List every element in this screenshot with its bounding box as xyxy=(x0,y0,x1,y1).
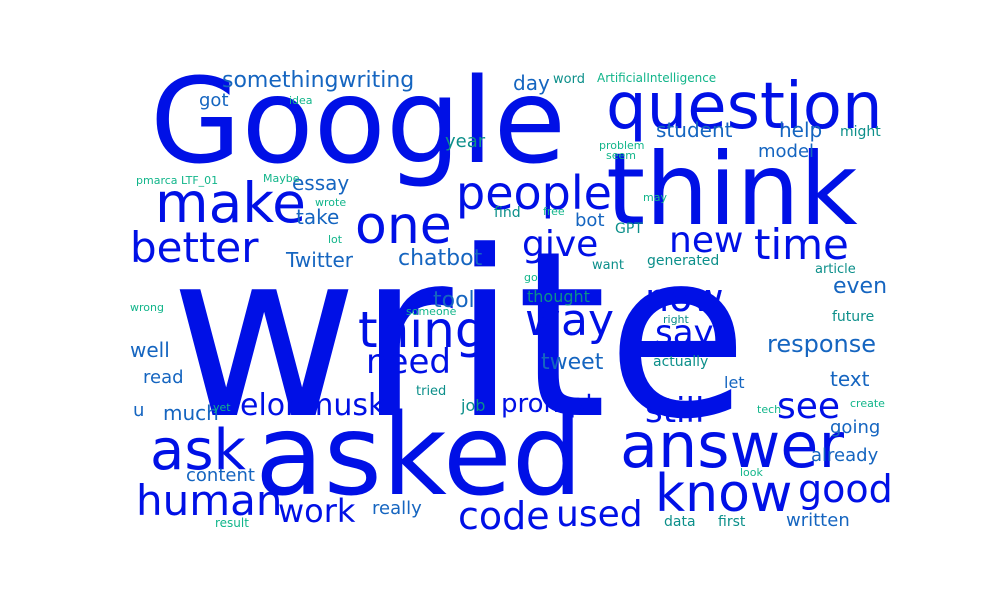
word-think: think xyxy=(606,131,858,248)
word-need: need xyxy=(366,342,451,382)
word-take: take xyxy=(296,205,340,229)
word-idea: idea xyxy=(289,94,313,107)
word-well: well xyxy=(130,338,170,362)
word-model: model xyxy=(758,141,815,162)
word-free: free xyxy=(543,205,565,218)
word-wrong: wrong xyxy=(130,301,164,314)
word-much: much xyxy=(163,401,219,425)
word-know: know xyxy=(655,464,793,524)
word-artificialintelligence: ArtificialIntelligence xyxy=(597,71,717,85)
word-code: code xyxy=(458,494,550,538)
word-go: go xyxy=(524,271,538,284)
word-gpt: GPT xyxy=(615,221,643,237)
word-someone: someone xyxy=(406,305,457,318)
word-now: now xyxy=(645,276,724,320)
word-actually: actually xyxy=(653,354,709,370)
word-response: response xyxy=(767,330,877,358)
word-used: used xyxy=(556,494,643,535)
word-thought: thought xyxy=(527,287,590,306)
word-year: year xyxy=(445,131,486,152)
word-look: look xyxy=(740,466,763,479)
word-written: written xyxy=(786,510,850,531)
word-work: work xyxy=(278,492,356,530)
word-answer: answer xyxy=(620,409,844,482)
word-asked: asked xyxy=(255,391,583,521)
word-prompt: prompt xyxy=(501,389,596,419)
word-human: human xyxy=(136,476,283,525)
word-find: find xyxy=(494,205,521,221)
word-good: good xyxy=(798,467,893,511)
word-people: people xyxy=(456,166,612,220)
word-tried: tried xyxy=(416,384,447,399)
word-elonmusk: elonmusk xyxy=(240,388,386,423)
word-even: even xyxy=(833,274,888,299)
word-result: result xyxy=(215,516,249,530)
word-generated: generated xyxy=(647,253,720,269)
word-might: might xyxy=(840,124,881,140)
word-give: give xyxy=(522,224,599,265)
word-chatbot: chatbot xyxy=(398,246,483,271)
word-see: see xyxy=(777,386,841,427)
word-somethingwriting: somethingwriting xyxy=(222,68,415,93)
word-future: future xyxy=(832,309,875,325)
word-twitter: Twitter xyxy=(286,248,354,272)
word-yet: yet xyxy=(213,401,231,414)
word-still: still xyxy=(645,391,705,431)
word-better: better xyxy=(130,223,259,272)
word-student: student xyxy=(656,118,733,142)
word-create: create xyxy=(850,397,885,410)
word-question: question xyxy=(606,70,883,144)
word-going: going xyxy=(830,417,881,438)
word-got: got xyxy=(199,90,229,111)
word-first: first xyxy=(718,514,746,530)
word-let: let xyxy=(724,373,745,392)
word-thing: thing xyxy=(358,301,487,359)
word-read: read xyxy=(143,367,184,388)
word-text: text xyxy=(830,367,870,391)
word-time: time xyxy=(754,220,849,269)
word-article: article xyxy=(815,262,856,277)
word-way: way xyxy=(525,295,614,346)
word-new: new xyxy=(669,220,744,261)
word-ask: ask xyxy=(150,418,246,483)
word-tech: tech xyxy=(757,403,782,416)
word-help: help xyxy=(779,118,823,142)
word-content: content xyxy=(186,465,255,486)
word-essay: essay xyxy=(292,171,350,195)
word-u: u xyxy=(133,400,145,421)
word-may: may xyxy=(643,191,667,204)
word-lot: lot xyxy=(328,233,343,246)
word-google: Google xyxy=(150,52,567,190)
word-say: say xyxy=(655,313,714,353)
word-one: one xyxy=(355,196,452,256)
word-pmarca-ltf-01: pmarca LTF_01 xyxy=(136,174,219,187)
word-really: really xyxy=(372,498,422,519)
word-problem: problem xyxy=(599,139,645,152)
word-already: already xyxy=(811,445,879,466)
word-day: day xyxy=(513,71,550,95)
word-data: data xyxy=(664,514,696,530)
word-tweet: tweet xyxy=(541,350,604,375)
word-wrote: wrote xyxy=(315,196,347,209)
word-make: make xyxy=(155,171,307,235)
word-want: want xyxy=(592,258,624,273)
word-tool: tool xyxy=(433,288,475,313)
word-right: right xyxy=(663,313,689,326)
word-job: job xyxy=(461,396,486,415)
word-word: word xyxy=(553,72,585,87)
word-seem: seem xyxy=(606,149,636,162)
word-maybe: Maybe xyxy=(263,172,300,185)
word-write: write xyxy=(170,203,749,470)
word-bot: bot xyxy=(575,210,605,231)
